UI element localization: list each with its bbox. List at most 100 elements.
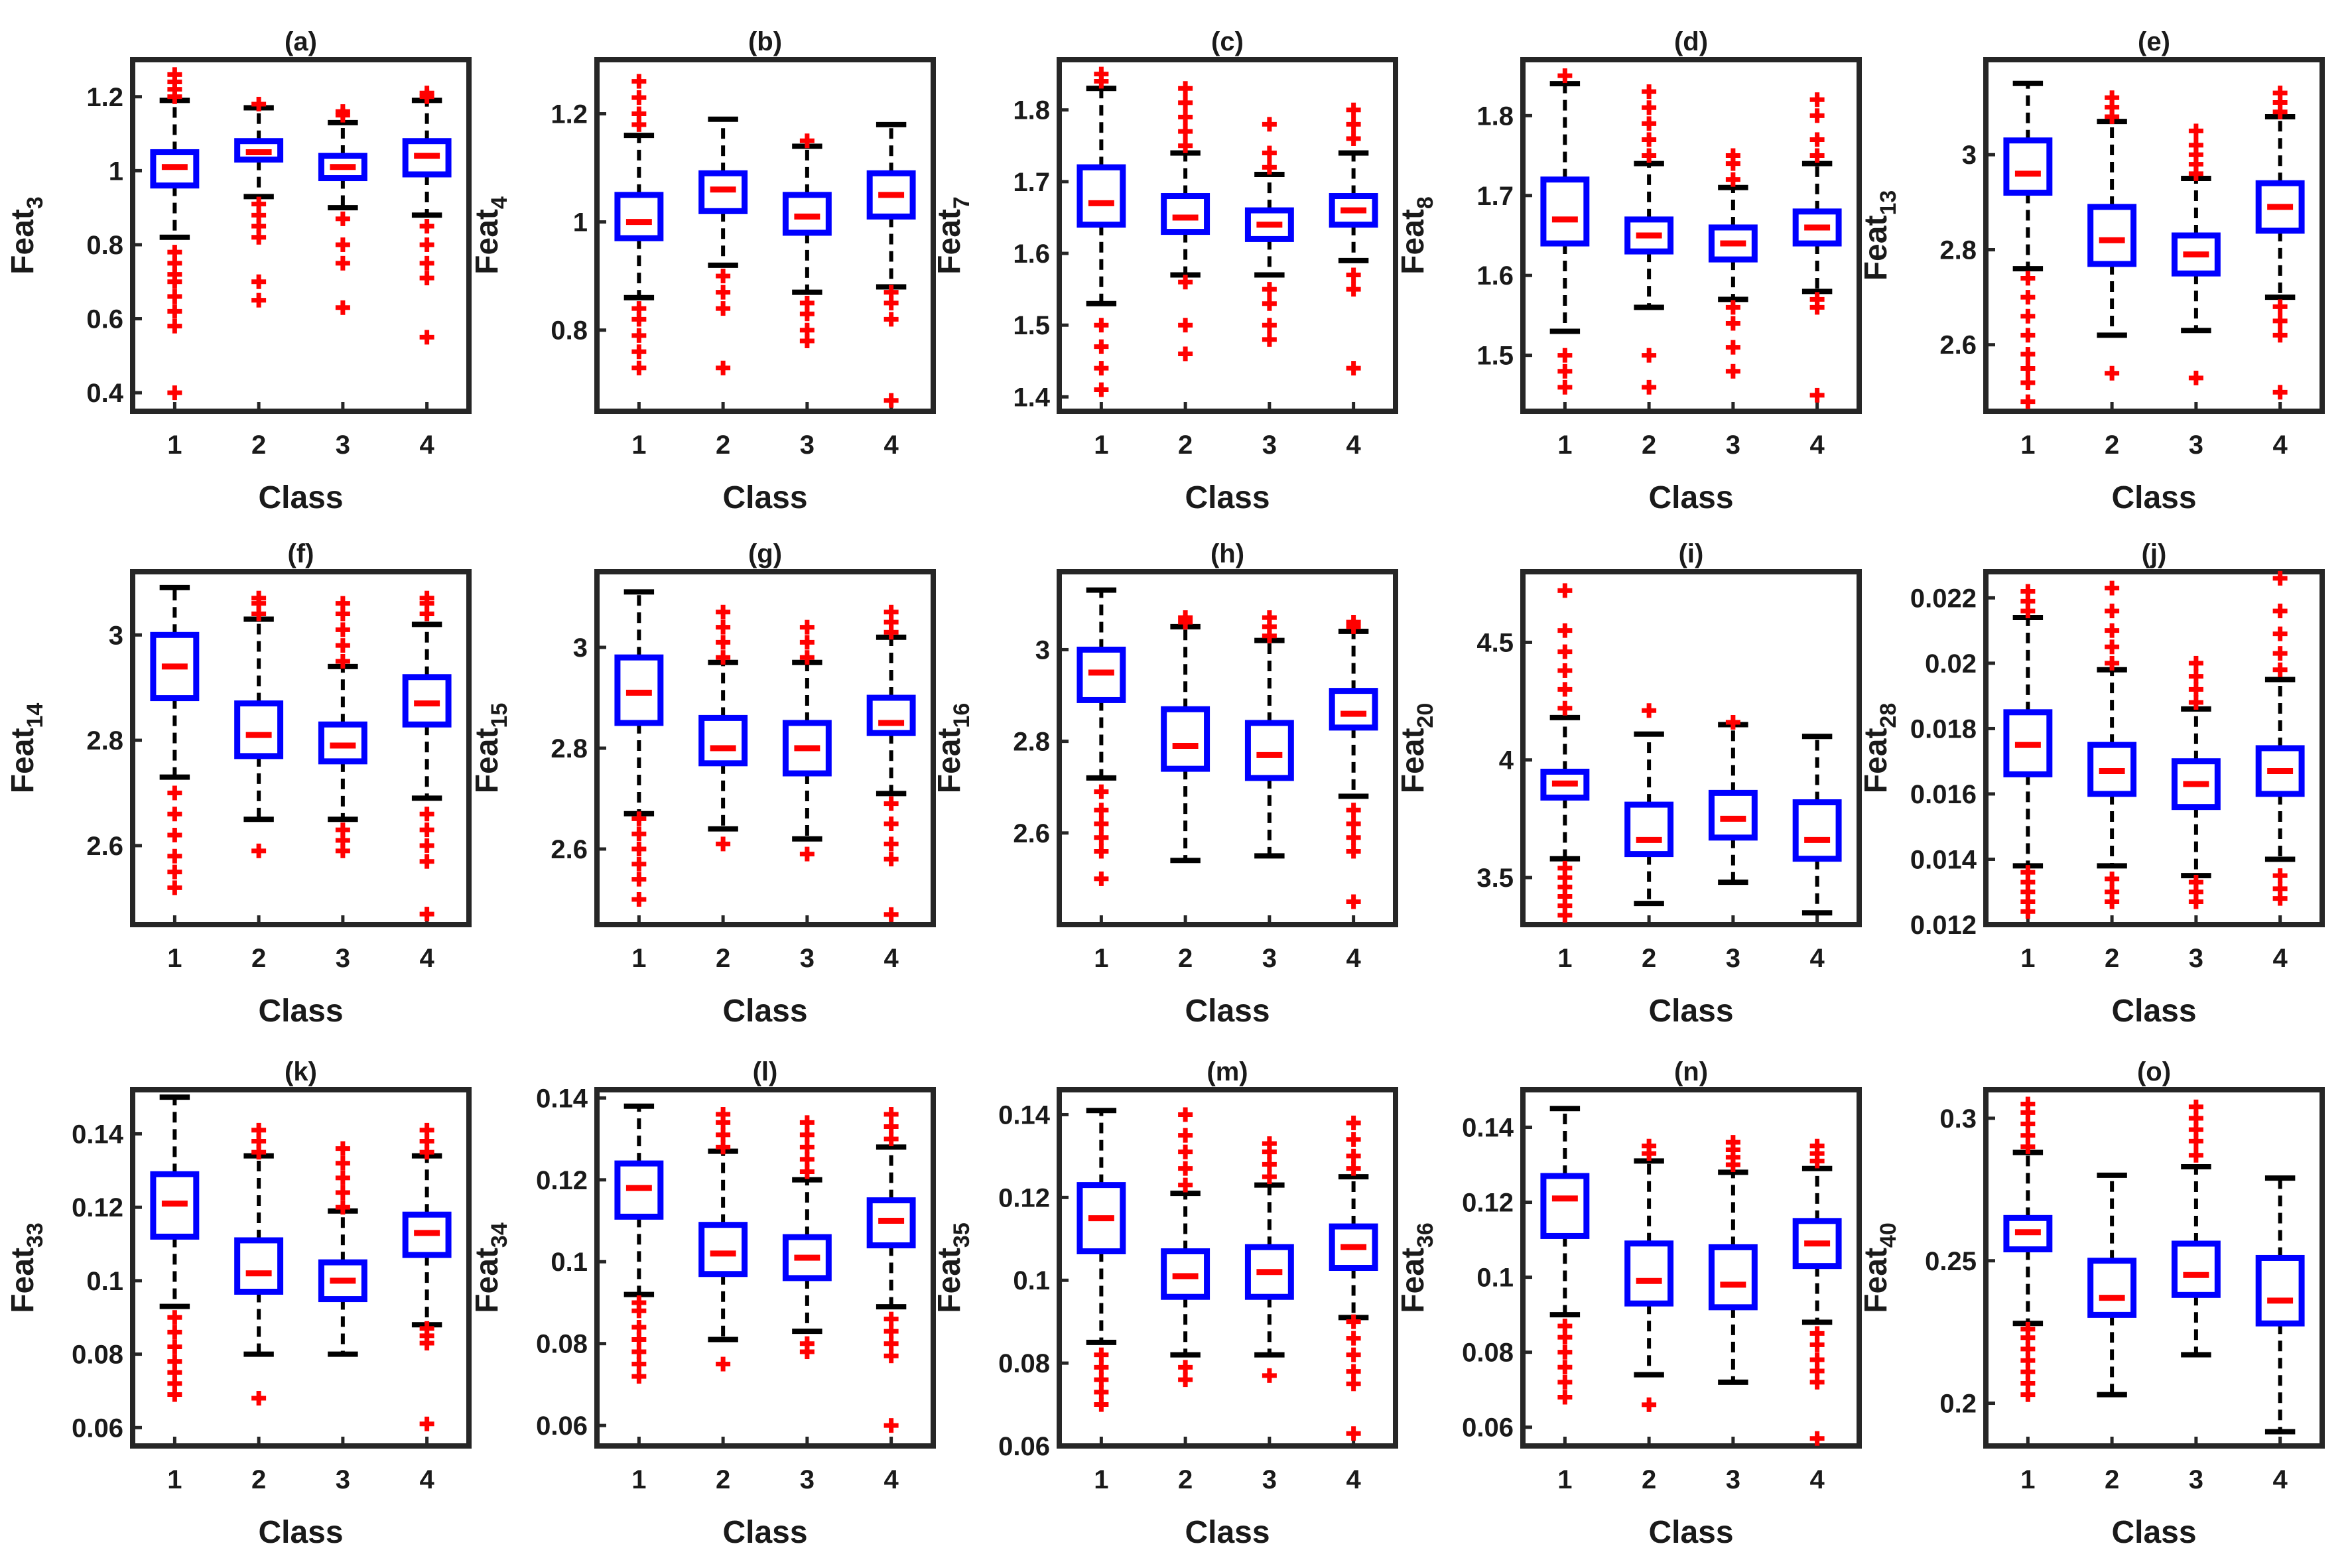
x-tick-label: 1 [631, 1465, 646, 1494]
y-tick-label: 2.6 [1013, 819, 1050, 848]
box-class-3 [1244, 610, 1294, 859]
outlier-marker [251, 196, 267, 212]
iqr-box [2087, 204, 2137, 267]
outlier-marker [251, 1391, 267, 1406]
outlier-marker [419, 219, 434, 234]
x-tick-label: 2 [1178, 1465, 1193, 1494]
box-class-2 [2087, 1172, 2137, 1398]
outlier-marker [1557, 1344, 1573, 1360]
y-tick-label: 0.02 [1925, 649, 1977, 679]
outlier-marker [631, 872, 647, 887]
iqr-box [1792, 1218, 1842, 1270]
y-tick-label: 1.2 [551, 100, 588, 129]
x-tick-label: 4 [1810, 1465, 1825, 1494]
box-class-2 [1161, 610, 1210, 864]
iqr-box [614, 654, 664, 726]
outlier-marker [2105, 623, 2120, 638]
iqr-box [234, 700, 284, 759]
outlier-marker [1642, 1138, 1657, 1153]
outlier-marker [1642, 348, 1657, 363]
outlier-marker [1094, 1347, 1109, 1362]
box-class-1 [2003, 584, 2053, 919]
outlier-marker [251, 843, 267, 858]
chart-panel-l: 0.06 0.08 0.1 0.12 0.14 1 2 3 4 (l) Class Feat34 [470, 1057, 936, 1550]
y-tick-label: 1.6 [1476, 261, 1514, 291]
box-class-2 [1161, 81, 1210, 361]
outlier-marker [2020, 584, 2036, 599]
y-axis-title: Feat7 [932, 196, 974, 275]
box-class-1 [1540, 583, 1590, 923]
x-tick-label: 4 [884, 1465, 899, 1494]
outlier-marker [799, 846, 815, 862]
outlier-marker [1178, 1144, 1193, 1159]
outlier-marker [335, 300, 350, 315]
iqr-box [614, 192, 664, 241]
outlier-marker [1346, 615, 1361, 629]
outlier-marker [1178, 1177, 1193, 1193]
y-axis-title: Feat4 [470, 196, 512, 275]
y-tick-label: 1.2 [86, 83, 123, 112]
outlier-marker [1809, 108, 1825, 123]
outlier-marker [2105, 655, 2120, 671]
outlier-marker [799, 1336, 815, 1351]
y-tick-label: 3 [1962, 141, 1977, 170]
y-tick-label: 2.8 [551, 734, 588, 763]
box-class-1 [614, 74, 664, 375]
outlier-marker [1178, 1161, 1193, 1176]
x-tick-label: 2 [2105, 1465, 2119, 1494]
outlier-marker [2188, 123, 2203, 139]
outlier-marker [1809, 148, 1825, 163]
x-tick-label: 1 [1094, 944, 1108, 973]
outlier-marker [1346, 267, 1361, 283]
outlier-marker [883, 852, 899, 867]
x-tick-label: 2 [716, 944, 730, 973]
x-tick-label: 4 [420, 430, 435, 460]
outlier-marker [2188, 874, 2203, 889]
box-class-3 [2171, 1099, 2221, 1358]
outlier-marker [167, 785, 182, 801]
outlier-marker [335, 104, 350, 119]
y-axis-title: Feat20 [1396, 703, 1438, 794]
outlier-marker [1262, 1169, 1277, 1185]
chart-panel-b: 0.8 1 1.2 1 2 3 4 (b) Class Feat4 [470, 27, 936, 515]
panel-title: (b) [748, 27, 782, 56]
x-axis-title: Class [1648, 480, 1733, 515]
x-tick-label: 3 [800, 1465, 815, 1494]
chart-panel-k: 0.06 0.08 0.1 0.12 0.14 1 2 3 4 (k) Class Feat33 [5, 1057, 472, 1550]
outlier-marker [419, 907, 434, 922]
outlier-marker [883, 1324, 899, 1339]
iqr-box [1708, 1244, 1758, 1311]
x-axis-title: Class [1185, 480, 1270, 515]
box-class-1 [614, 1103, 664, 1384]
outlier-marker [1262, 117, 1277, 132]
outlier-marker [1557, 860, 1573, 876]
box-class-4 [2255, 570, 2305, 906]
outlier-marker [1178, 109, 1193, 125]
outlier-marker [631, 842, 647, 856]
outlier-marker [1346, 1115, 1361, 1130]
x-tick-label: 3 [800, 430, 815, 460]
outlier-marker [2272, 313, 2288, 328]
panel-title: (g) [748, 539, 782, 568]
outlier-marker [716, 269, 731, 284]
outlier-marker [335, 653, 350, 669]
chart-panel-i: 3.5 4 4.5 1 2 3 4 (i) Class Feat20 [1396, 539, 1862, 1029]
outlier-marker [2188, 1147, 2203, 1163]
outlier-marker [1346, 1347, 1361, 1362]
outlier-marker [1809, 92, 1825, 107]
outlier-marker [799, 1127, 815, 1142]
outlier-marker [2020, 271, 2036, 286]
outlier-marker [1262, 332, 1277, 347]
outlier-marker [1725, 300, 1740, 315]
outlier-marker [1178, 124, 1193, 139]
y-axis-title: Feat13 [1859, 190, 1901, 281]
box-class-3 [782, 133, 832, 348]
box-class-1 [2003, 1096, 2053, 1402]
box-class-4 [1792, 734, 1842, 916]
y-tick-label: 1.8 [1013, 96, 1050, 125]
chart-panel-n: 0.06 0.08 0.1 0.12 0.14 1 2 3 4 (n) Class Feat36 [1396, 1057, 1862, 1550]
box-class-4 [866, 1107, 916, 1433]
outlier-marker [716, 1107, 731, 1122]
iqr-box [698, 1222, 748, 1277]
y-tick-label: 1 [109, 157, 123, 186]
